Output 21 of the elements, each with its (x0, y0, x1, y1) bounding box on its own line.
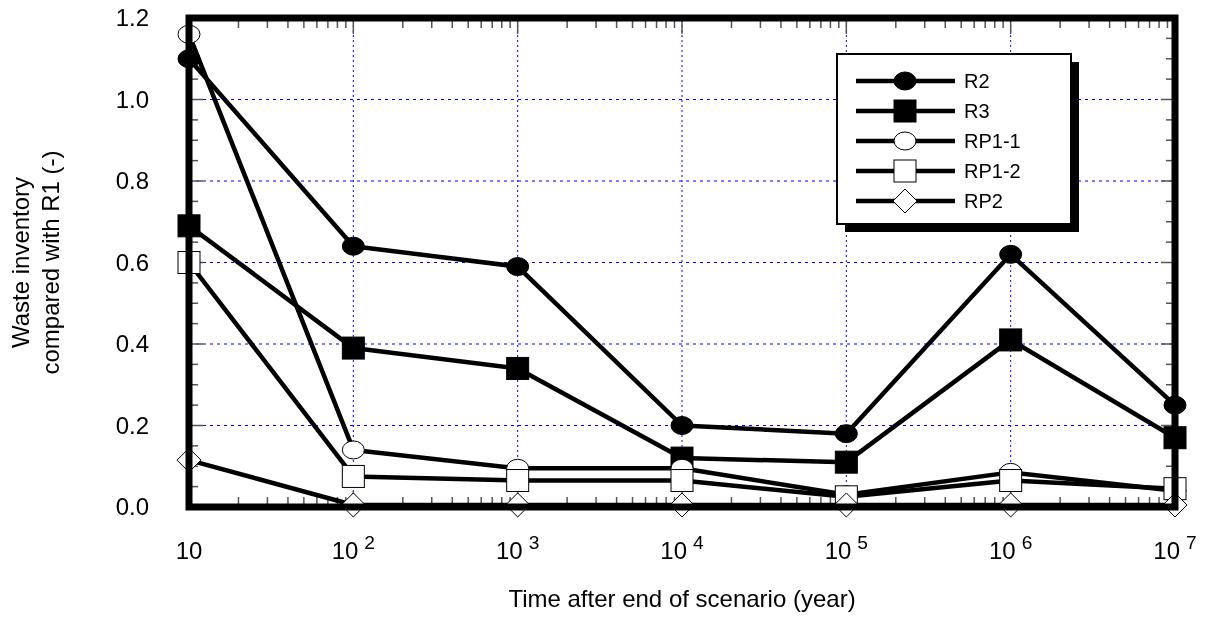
y-tick-label: 0.0 (115, 493, 149, 520)
x-tick-label: 10$^{7}$ (1153, 531, 1197, 564)
y-tick-label: 0.6 (115, 248, 149, 276)
y-tick-label: 0.8 (115, 167, 149, 194)
x-tick-label: 10$^{4}$ (660, 531, 705, 564)
y-axis-title: Waste inventory compared with R1 (-) (7, 150, 64, 375)
x-tick-label: 10$^{2}$ (331, 531, 376, 564)
legend-label: R3 (964, 100, 990, 122)
legend-label: RP1-1 (964, 130, 1021, 152)
legend-label: RP1-2 (964, 160, 1021, 182)
x-tick-label: 10$^{3}$ (495, 531, 540, 564)
legend-label: RP2 (964, 190, 1003, 212)
legend-label: R2 (964, 70, 990, 92)
x-axis-title: Time after end of scenario (year) (508, 585, 856, 612)
x-tick-label: 10$^{6}$ (988, 531, 1033, 564)
y-tick-label: 1.0 (115, 85, 149, 113)
x-tick-label: 10 (175, 537, 203, 564)
y-tick-label: 1.2 (115, 4, 149, 31)
x-tick-label: 10$^{5}$ (824, 531, 869, 564)
y-tick-label: 0.4 (115, 330, 149, 357)
y-tick-label: 0.2 (115, 411, 149, 439)
